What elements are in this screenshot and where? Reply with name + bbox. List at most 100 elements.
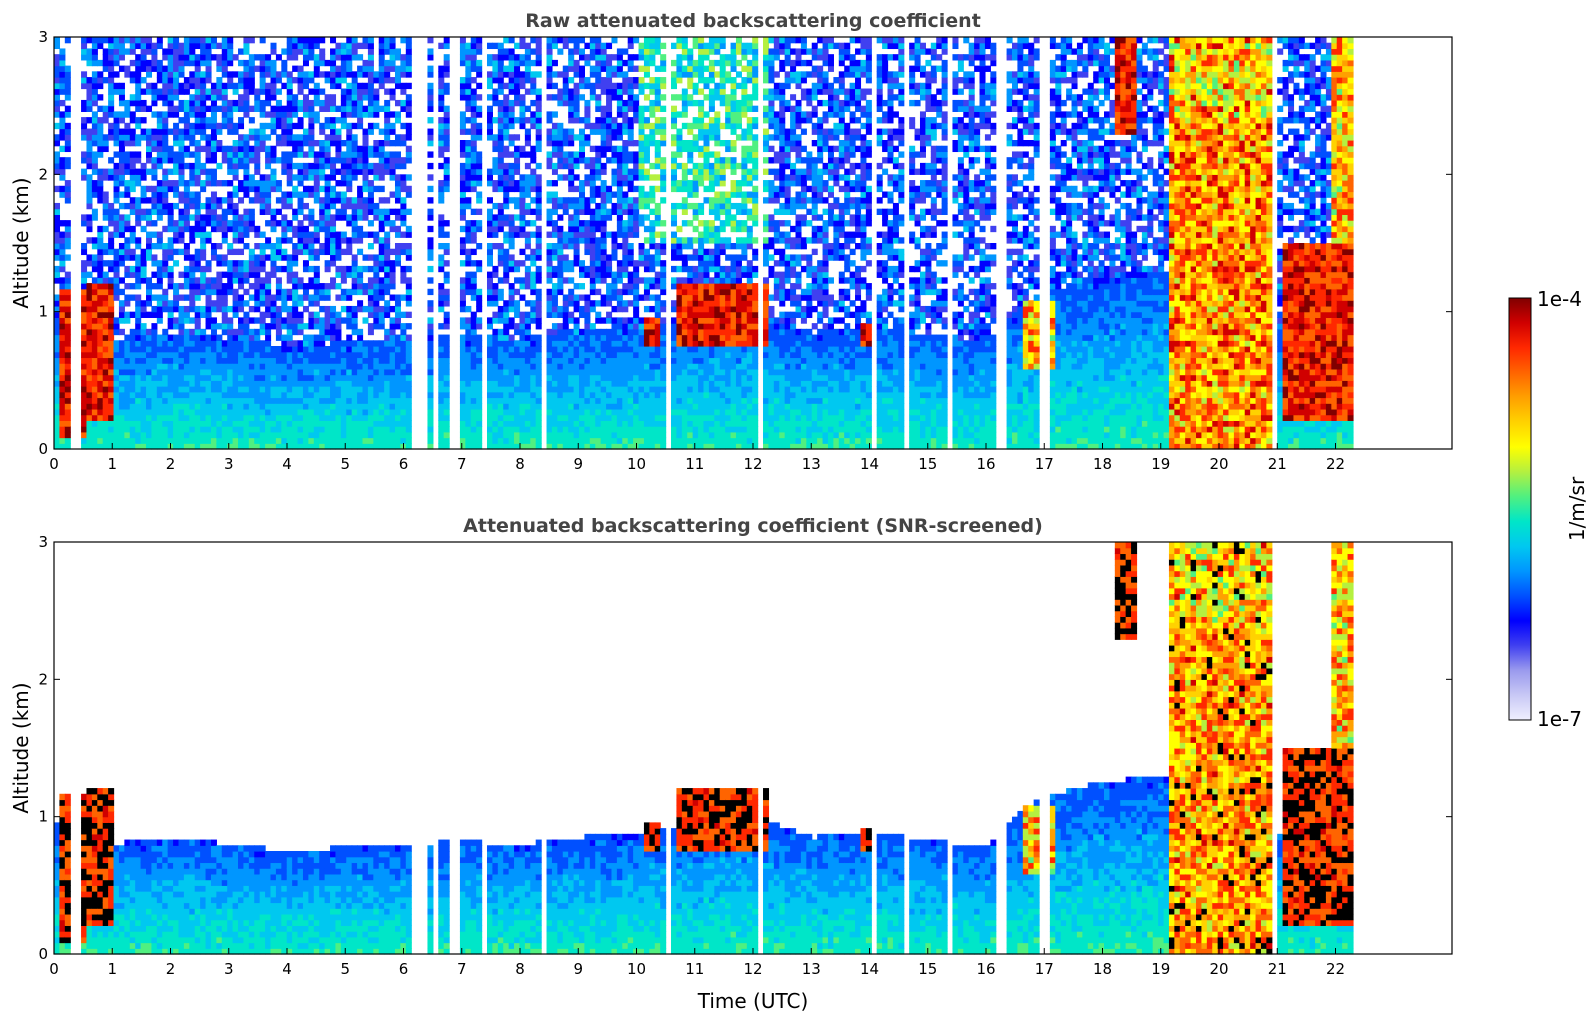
- heatmap-cell: [579, 94, 586, 101]
- heatmap-cell: [97, 300, 104, 307]
- heatmap-cell: [243, 37, 250, 44]
- heatmap-cell: [135, 283, 142, 290]
- heatmap-cell: [205, 265, 212, 273]
- heatmap-cell: [530, 374, 537, 381]
- heatmap-cell: [178, 197, 185, 204]
- heatmap-cell: [319, 185, 326, 193]
- heatmap-cell: [189, 351, 196, 359]
- heatmap-cell: [551, 71, 558, 78]
- heatmap-cell: [118, 145, 125, 153]
- heatmap-cell: [243, 420, 250, 427]
- heatmap-cell: [362, 197, 369, 204]
- heatmap-cell: [146, 374, 153, 381]
- heatmap-cell: [113, 443, 120, 450]
- heatmap-cell: [335, 294, 342, 301]
- heatmap-cell: [156, 277, 163, 284]
- heatmap-cell: [221, 99, 228, 107]
- heatmap-cell: [313, 54, 320, 61]
- heatmap-cell: [573, 391, 580, 399]
- heatmap-cell: [118, 42, 125, 50]
- heatmap-cell: [243, 99, 250, 107]
- heatmap-cell: [232, 122, 239, 130]
- heatmap-cell: [108, 111, 115, 118]
- heatmap-cell: [205, 305, 212, 313]
- heatmap-cell: [367, 180, 374, 187]
- heatmap-cell: [584, 408, 591, 416]
- heatmap-cell: [362, 65, 369, 72]
- heatmap-cell: [497, 157, 504, 164]
- heatmap-cell: [400, 437, 407, 444]
- heatmap-cell: [275, 180, 282, 187]
- heatmap-cell: [91, 368, 98, 376]
- heatmap-cell: [54, 65, 61, 72]
- heatmap-cell: [162, 357, 169, 364]
- heatmap-cell: [373, 391, 380, 399]
- heatmap-cell: [259, 368, 266, 376]
- heatmap-cell: [292, 105, 299, 112]
- heatmap-cell: [557, 88, 564, 95]
- heatmap-cell: [476, 305, 483, 313]
- heatmap-cell: [173, 437, 180, 444]
- heatmap-cell: [113, 431, 120, 439]
- heatmap-cell: [292, 357, 299, 364]
- heatmap-cell: [546, 265, 553, 273]
- heatmap-cell: [579, 151, 586, 158]
- heatmap-cell: [579, 225, 586, 233]
- heatmap-cell: [584, 414, 591, 421]
- heatmap-cell: [340, 71, 347, 78]
- heatmap-cell: [265, 346, 272, 353]
- heatmap-cell: [573, 151, 580, 158]
- heatmap-cell: [64, 185, 71, 193]
- heatmap-cell: [438, 323, 445, 330]
- heatmap-cell: [443, 357, 450, 364]
- heatmap-cell: [146, 145, 153, 153]
- heatmap-cell: [173, 443, 180, 450]
- heatmap-cell: [524, 48, 531, 55]
- heatmap-cell: [330, 283, 337, 290]
- heatmap-cell: [108, 99, 115, 107]
- heatmap-cell: [351, 363, 358, 370]
- heatmap-cell: [151, 334, 158, 341]
- heatmap-cell: [178, 48, 185, 55]
- heatmap-cell: [178, 408, 185, 416]
- heatmap-cell: [140, 368, 147, 376]
- heatmap-cell: [248, 408, 255, 416]
- heatmap-cell: [335, 168, 342, 175]
- heatmap-cell: [308, 140, 315, 147]
- heatmap-cell: [216, 283, 223, 290]
- heatmap-cell: [254, 403, 261, 410]
- heatmap-cell: [346, 243, 353, 250]
- heatmap-cell: [97, 323, 104, 330]
- heatmap-cell: [221, 111, 228, 118]
- heatmap-cell: [259, 105, 266, 112]
- heatmap-cell: [189, 191, 196, 198]
- heatmap-cell: [259, 277, 266, 284]
- heatmap-cell: [335, 397, 342, 404]
- heatmap-cell: [243, 437, 250, 444]
- heatmap-cell: [297, 140, 304, 147]
- heatmap-cell: [535, 214, 542, 221]
- heatmap-cell: [514, 99, 521, 107]
- heatmap-cell: [378, 374, 385, 381]
- heatmap-cell: [248, 54, 255, 61]
- heatmap-cell: [162, 300, 169, 307]
- heatmap-cell: [227, 351, 234, 359]
- heatmap-cell: [508, 99, 515, 107]
- heatmap-cell: [573, 214, 580, 221]
- heatmap-cell: [508, 317, 515, 324]
- heatmap-cell: [335, 403, 342, 410]
- heatmap-cell: [524, 117, 531, 124]
- heatmap-cell: [205, 351, 212, 359]
- heatmap-cell: [394, 323, 401, 330]
- heatmap-cell: [183, 374, 190, 381]
- heatmap-cell: [248, 128, 255, 135]
- heatmap-cell: [514, 94, 521, 101]
- heatmap-cell: [297, 71, 304, 78]
- heatmap-cell: [297, 300, 304, 307]
- heatmap-cell: [497, 185, 504, 193]
- heatmap-cell: [227, 225, 234, 233]
- heatmap-cell: [210, 374, 217, 381]
- heatmap-cell: [551, 380, 558, 387]
- heatmap-cell: [129, 363, 136, 370]
- heatmap-cell: [140, 391, 147, 399]
